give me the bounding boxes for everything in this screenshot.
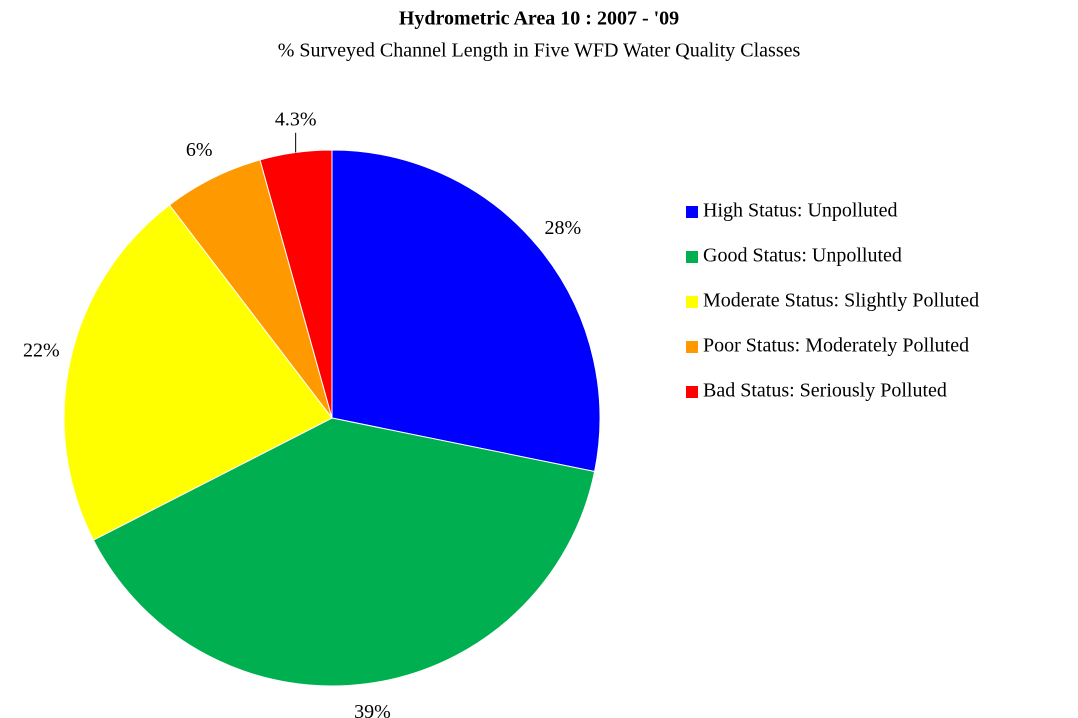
chart-subtitle: % Surveyed Channel Length in Five WFD Wa…: [278, 40, 801, 62]
pie-slice: [92, 417, 596, 687]
legend-label: Bad Status: Seriously Polluted: [703, 380, 947, 402]
legend-swatch: [686, 251, 698, 263]
legend-swatch: [686, 206, 698, 218]
data-label: 4.3%: [275, 108, 317, 130]
legend-label: Moderate Status: Slightly Polluted: [703, 290, 979, 312]
data-label: 39%: [354, 701, 391, 718]
pie-slice: [63, 204, 333, 541]
legend-swatch: [686, 341, 698, 353]
pie-slice: [259, 149, 333, 419]
legend-label: Poor Status: Moderately Polluted: [703, 335, 969, 357]
legend-swatch: [686, 296, 698, 308]
data-label: 22%: [23, 340, 60, 362]
legend-label: Good Status: Unpolluted: [703, 245, 902, 267]
legend-swatch: [686, 386, 698, 398]
data-label: 28%: [544, 217, 581, 239]
data-label: 6%: [186, 139, 213, 161]
chart-title: Hydrometric Area 10 : 2007 - '09: [399, 8, 679, 30]
legend-label: High Status: Unpolluted: [703, 200, 897, 222]
pie-slice: [331, 149, 601, 473]
